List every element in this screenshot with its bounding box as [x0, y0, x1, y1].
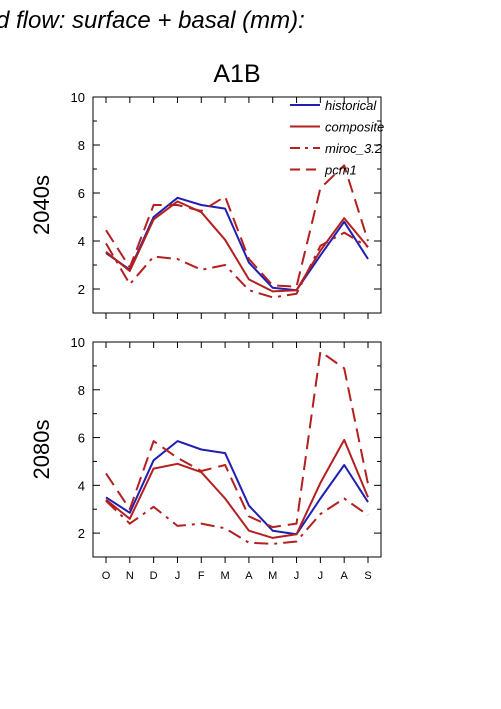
y-tick-label: 2 [78, 282, 85, 297]
x-tick-label: M [221, 570, 230, 582]
x-tick-label: J [294, 570, 300, 582]
scenario-title: A1B [213, 60, 260, 88]
legend-entry-composite: composite [325, 120, 384, 135]
plot-frame [92, 96, 382, 314]
series-line-pcm1 [105, 164, 369, 288]
chart-panel-2: 2 4 6 8 10 O N D J F M A M J J A S 2080s [29, 335, 382, 582]
y-tick-label: 4 [78, 234, 85, 249]
y-tick-label: 8 [78, 383, 85, 398]
x-tick-label: O [102, 570, 111, 582]
x-tick-label: A [245, 570, 253, 582]
x-tick-label: D [150, 570, 158, 582]
y-tick-label: 6 [78, 186, 85, 201]
y-tick-label: 4 [78, 478, 85, 493]
x-tick-label: J [175, 570, 181, 582]
chart-panel-1: 2 4 6 8 10 2040s historical composite miroc_3.2p… [29, 90, 384, 319]
x-tick-label: A [341, 570, 349, 582]
chart-panels: 2 4 6 8 10 2040s historical composite miroc_3.2p… [29, 90, 384, 582]
legend-entry-historical: historical [325, 98, 377, 113]
series-line-miroc-3-2 [105, 497, 369, 545]
y-tick-label: 10 [71, 90, 85, 105]
y-axis-label: 2080s [29, 420, 54, 480]
series-line-historical [105, 440, 369, 536]
legend-entry-pcm1: pcm1 [324, 163, 357, 178]
y-tick-label: 2 [78, 526, 85, 541]
x-tick-label: F [198, 570, 205, 582]
y-tick-label: 10 [71, 335, 85, 350]
series-line-miroc-3-2 [105, 231, 369, 299]
x-tick-label: M [268, 570, 277, 582]
x-tick-label: N [126, 570, 134, 582]
x-tick-label: J [318, 570, 324, 582]
series-line-composite [105, 438, 369, 539]
legend: historical composite miroc_3.2 pcm1 [290, 98, 384, 178]
y-axis-label: 2040s [29, 175, 54, 235]
plot-frame [92, 341, 382, 558]
legend-entry-miroc-3-2: miroc_3.2 [325, 141, 383, 156]
series-line-pcm1 [105, 350, 369, 529]
y-tick-label: 8 [78, 138, 85, 153]
x-tick-label: S [364, 570, 371, 582]
figure-title: d flow: surface + basal (mm): [0, 7, 305, 34]
series-line-composite [105, 200, 369, 293]
y-tick-label: 6 [78, 431, 85, 446]
